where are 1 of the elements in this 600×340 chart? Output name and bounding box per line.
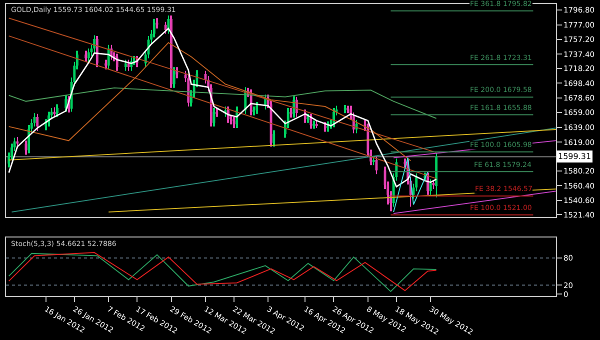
ref-line-label: 1599.31 bbox=[558, 152, 592, 161]
